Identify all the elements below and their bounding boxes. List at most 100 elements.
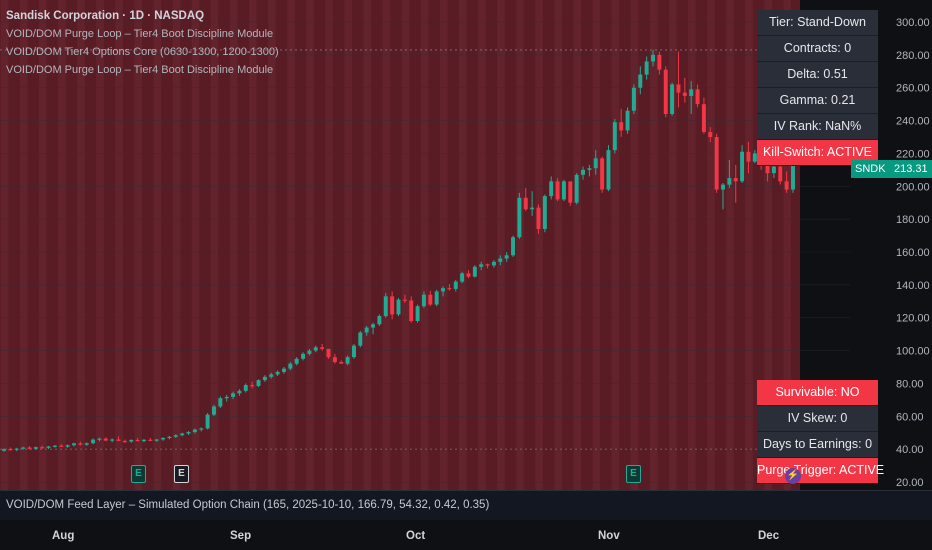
session-band xyxy=(420,0,429,490)
lightning-icon[interactable]: ⚡ xyxy=(785,468,801,484)
candle xyxy=(313,347,318,351)
candle xyxy=(21,447,26,449)
candle xyxy=(339,362,344,364)
candle xyxy=(651,54,655,62)
candle xyxy=(256,380,261,386)
candle xyxy=(581,169,585,175)
session-band xyxy=(363,0,372,490)
earnings-event-icon-2[interactable]: E xyxy=(174,465,189,483)
candle xyxy=(682,92,687,96)
candle xyxy=(371,324,376,328)
candle xyxy=(59,445,64,447)
candle xyxy=(587,168,592,170)
candle xyxy=(466,273,471,277)
session-band xyxy=(573,0,582,490)
session-band xyxy=(688,0,696,490)
candle xyxy=(555,181,560,200)
session-band xyxy=(745,0,753,490)
earnings-event-icon-3[interactable]: E xyxy=(626,465,641,483)
candle xyxy=(708,132,713,137)
candle xyxy=(421,294,426,307)
y-tick-label: 140.00 xyxy=(896,280,930,292)
candle xyxy=(390,296,395,315)
candle xyxy=(40,447,45,449)
candle xyxy=(721,184,725,190)
candle xyxy=(91,439,96,444)
candle xyxy=(97,438,102,440)
candle xyxy=(269,374,274,377)
candle xyxy=(485,264,490,266)
candle xyxy=(517,197,522,238)
candle xyxy=(778,166,783,182)
candle xyxy=(262,376,267,381)
candle xyxy=(472,266,477,277)
candle xyxy=(212,406,216,415)
candle xyxy=(625,110,630,131)
candle xyxy=(186,432,191,434)
candle xyxy=(498,258,503,262)
candle xyxy=(231,393,236,397)
candle xyxy=(27,447,32,449)
candle xyxy=(281,368,286,372)
candle xyxy=(345,357,350,364)
session-band xyxy=(344,0,353,490)
candle xyxy=(135,439,140,442)
candle xyxy=(275,371,280,375)
candle xyxy=(84,443,89,445)
session-band xyxy=(58,0,66,490)
session-band xyxy=(535,0,543,490)
candle xyxy=(103,438,108,441)
survivable-cell: Survivable: NO xyxy=(757,380,878,406)
x-label-aug: Aug xyxy=(52,530,75,542)
session-band xyxy=(0,0,9,490)
candle xyxy=(600,158,605,190)
candle xyxy=(771,166,776,174)
y-tick-label: 220.00 xyxy=(896,148,930,160)
feed-layer-bar: VOID/DOM Feed Layer – Simulated Option C… xyxy=(0,490,932,521)
candle xyxy=(606,150,611,190)
feed-layer-text[interactable]: VOID/DOM Feed Layer – Simulated Option C… xyxy=(6,499,490,511)
indicator-legend-3[interactable]: VOID/DOM Purge Loop – Tier4 Boot Discipl… xyxy=(6,64,274,76)
candle xyxy=(765,164,770,174)
session-band xyxy=(38,0,47,490)
x-label-sep: Sep xyxy=(230,530,252,542)
indicator-legend-1[interactable]: VOID/DOM Purge Loop – Tier4 Boot Discipl… xyxy=(6,28,274,40)
y-tick-label: 280.00 xyxy=(896,50,930,62)
session-band xyxy=(478,0,486,490)
session-band xyxy=(554,0,563,490)
candle xyxy=(33,447,38,449)
candle xyxy=(593,158,598,169)
candle xyxy=(307,350,312,354)
candle xyxy=(250,385,255,387)
y-tick-label: 40.00 xyxy=(896,444,924,456)
candle xyxy=(568,181,573,203)
y-tick-label: 20.00 xyxy=(896,477,924,489)
gamma-cell: Gamma: 0.21 xyxy=(757,88,878,114)
candle xyxy=(142,439,146,442)
candle xyxy=(574,174,579,203)
top-status-panel: Tier: Stand-Down Contracts: 0 Delta: 0.5… xyxy=(757,10,878,166)
candle xyxy=(695,89,700,105)
candle xyxy=(192,429,197,433)
indicator-legend-2[interactable]: VOID/DOM Tier4 Options Core (0630-1300, … xyxy=(6,46,279,58)
earnings-event-icon-1[interactable]: E xyxy=(131,465,146,483)
candles xyxy=(2,49,795,452)
candle xyxy=(644,61,649,75)
candle xyxy=(46,446,51,448)
candle xyxy=(612,122,617,151)
candle xyxy=(320,347,325,349)
y-tick-label: 300.00 xyxy=(896,17,930,29)
candle xyxy=(638,74,643,88)
candle xyxy=(746,151,751,162)
session-band xyxy=(764,0,773,490)
candle xyxy=(237,390,242,394)
grid-lines xyxy=(0,21,850,483)
x-axis[interactable]: Aug Sep Oct Nov Dec xyxy=(0,520,932,550)
candle xyxy=(631,87,636,111)
candle xyxy=(689,89,694,96)
candle xyxy=(453,281,458,289)
session-band xyxy=(458,0,467,490)
y-tick-label: 120.00 xyxy=(896,313,930,325)
y-tick-label: 160.00 xyxy=(896,247,930,259)
session-band xyxy=(630,0,639,490)
